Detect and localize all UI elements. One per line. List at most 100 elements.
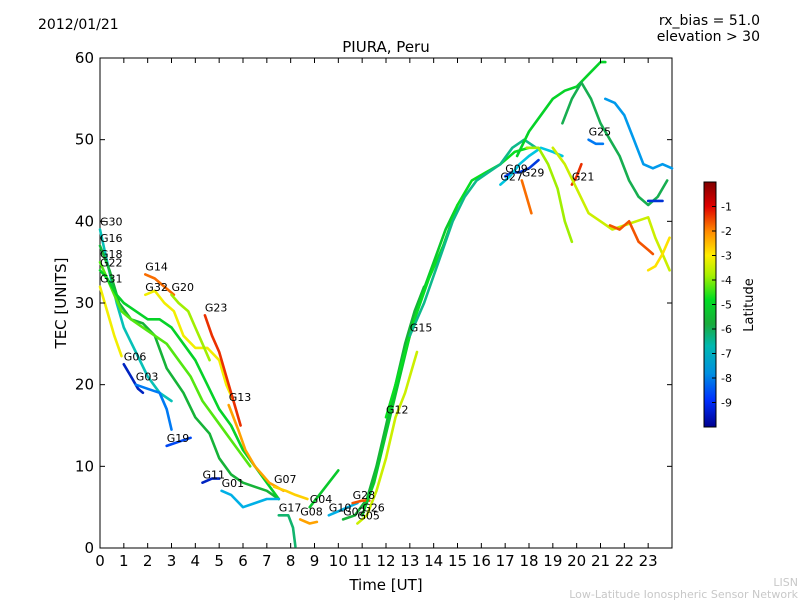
- series-line-g25: [587, 138, 605, 146]
- x-tick-label: 15: [448, 552, 467, 570]
- series-label-g18: G18: [100, 248, 123, 261]
- series-label-g22: G22: [100, 256, 123, 269]
- x-tick-label: 0: [95, 552, 105, 570]
- series-label-g15: G15: [410, 322, 433, 335]
- colorbar-tick-label: -4: [721, 274, 732, 287]
- series-label-g16: G16: [100, 232, 123, 245]
- rx-bias-label: rx_bias = 51.0: [658, 13, 760, 29]
- series-label-g31: G31: [100, 273, 123, 286]
- series-line-g27: [499, 146, 564, 186]
- footer-network-name: Low-Latitude Ionospheric Sensor Network: [569, 588, 798, 601]
- x-tick-label: 23: [639, 552, 658, 570]
- y-tick-label: 10: [75, 457, 94, 475]
- x-tick-label: 19: [543, 552, 562, 570]
- series-label-g07: G07: [274, 473, 297, 486]
- y-tick-label: 60: [75, 49, 94, 67]
- series-line-g19: [165, 436, 192, 448]
- x-tick-label: 18: [519, 552, 538, 570]
- series-label-g20: G20: [172, 281, 195, 294]
- series-line-unlabeled-37: [646, 236, 671, 272]
- x-tick-label: 8: [286, 552, 296, 570]
- colorbar-tick-label: -7: [721, 348, 732, 361]
- series-line-g09: [503, 158, 540, 178]
- colorbar-label: Latitude: [742, 278, 757, 332]
- x-tick-label: 2: [143, 552, 153, 570]
- series-line-g06: [122, 363, 145, 395]
- series-label-g04: G04: [310, 493, 333, 506]
- series-line-g02: [341, 285, 426, 521]
- series-line-g23: [203, 314, 242, 427]
- series-line-g11: [201, 477, 221, 484]
- y-tick-label: 30: [75, 294, 94, 312]
- series-line-g01: [220, 489, 281, 509]
- series-label-g27: G27: [500, 171, 523, 184]
- chart-title: PIURA, Peru: [342, 38, 429, 56]
- series-label-g10: G10: [329, 501, 352, 514]
- series-line-unlabeled-34: [604, 97, 674, 170]
- series-label-g06: G06: [124, 350, 147, 363]
- colorbar-tick-label: -3: [721, 250, 732, 263]
- series-line-unlabeled-33: [561, 81, 669, 207]
- colorbar-tick-label: -9: [721, 397, 732, 410]
- series-label-g19: G19: [167, 432, 190, 445]
- series-label-g14: G14: [145, 260, 168, 273]
- series-label-g21: G21: [572, 171, 595, 184]
- x-tick-label: 3: [167, 552, 177, 570]
- x-tick-label: 12: [376, 552, 395, 570]
- series-line-g14: [144, 273, 176, 297]
- colorbar-tick-label: -5: [721, 299, 732, 312]
- series-line-g16: [98, 244, 281, 501]
- series-line-g31: [98, 285, 123, 358]
- series-label-g26: G26: [362, 501, 385, 514]
- x-tick-label: 21: [591, 552, 610, 570]
- series-label-g05: G05: [357, 510, 380, 523]
- series-label-g02: G02: [343, 505, 366, 518]
- series-line-g05: [356, 350, 419, 525]
- series-label-g08: G08: [300, 505, 323, 518]
- series-line-unlabeled-36: [608, 220, 655, 256]
- series-label-g25: G25: [589, 126, 612, 139]
- series-label-g29: G29: [522, 167, 545, 180]
- series-label-g17: G17: [279, 501, 302, 514]
- y-axis: 0 10 20 30 40 50 60: [75, 49, 672, 557]
- colorbar-ticks: -1 -2 -3 -4 -5 -6 -7 -8 -9: [712, 201, 732, 410]
- elevation-label: elevation > 30: [656, 29, 760, 45]
- plot-area: [99, 57, 673, 549]
- series-label-g32: G32: [145, 281, 168, 294]
- series-line-g29: [520, 179, 533, 215]
- series-line-g15: [408, 138, 538, 337]
- colorbar-tick-label: -2: [721, 225, 732, 238]
- series-line-g04: [308, 469, 340, 509]
- series-line-unlabeled-35: [551, 146, 671, 272]
- series-line-g22: [98, 269, 281, 501]
- series-label-g13: G13: [229, 391, 252, 404]
- series-layer: [98, 60, 674, 548]
- x-axis-label: Time [UT]: [348, 576, 422, 594]
- x-tick-label: 17: [496, 552, 515, 570]
- y-tick-label: 40: [75, 212, 94, 230]
- x-tick-label: 5: [214, 552, 224, 570]
- series-label-g11: G11: [203, 469, 226, 482]
- series-label-g12: G12: [386, 403, 409, 416]
- series-label-g01: G01: [222, 477, 245, 490]
- x-tick-label: 13: [400, 552, 419, 570]
- x-tick-label: 14: [424, 552, 443, 570]
- colorbar-tick-label: -1: [721, 201, 732, 214]
- x-tick-label: 20: [567, 552, 586, 570]
- x-tick-label: 10: [329, 552, 348, 570]
- series-line-g10: [327, 501, 359, 517]
- series-line-unlabeled-32: [515, 60, 607, 158]
- x-tick-label: 7: [262, 552, 272, 570]
- colorbar: -1 -2 -3 -4 -5 -6 -7 -8 -9 Latitude: [703, 181, 757, 428]
- x-tick-label: 1: [119, 552, 129, 570]
- series-line-g07: [272, 485, 309, 501]
- y-axis-label: TEC [UNITS]: [52, 258, 70, 350]
- series-label-g28: G28: [353, 489, 376, 502]
- x-tick-label: 4: [191, 552, 201, 570]
- series-line-unlabeled-31: [525, 146, 574, 244]
- y-tick-label: 50: [75, 131, 94, 149]
- x-tick-label: 22: [615, 552, 634, 570]
- series-line-g03: [134, 383, 173, 431]
- colorbar-tick-label: -6: [721, 323, 732, 336]
- footer-network-abbrev: LISN: [773, 576, 798, 589]
